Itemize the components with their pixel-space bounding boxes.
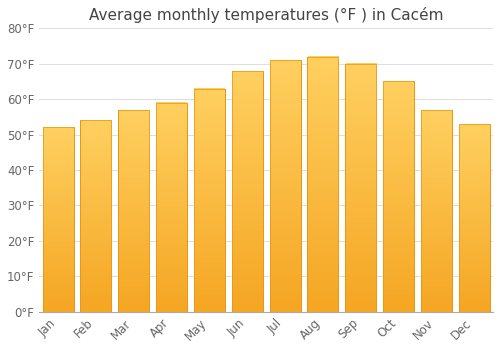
- Bar: [232, 71, 262, 312]
- Bar: [80, 120, 112, 312]
- Bar: [458, 124, 490, 312]
- Bar: [42, 127, 74, 312]
- Bar: [156, 103, 187, 312]
- Bar: [383, 82, 414, 312]
- Bar: [421, 110, 452, 312]
- Bar: [270, 60, 300, 312]
- Bar: [118, 110, 149, 312]
- Bar: [345, 64, 376, 312]
- Bar: [194, 89, 225, 312]
- Bar: [308, 57, 338, 312]
- Title: Average monthly temperatures (°F ) in Cacém: Average monthly temperatures (°F ) in Ca…: [89, 7, 444, 23]
